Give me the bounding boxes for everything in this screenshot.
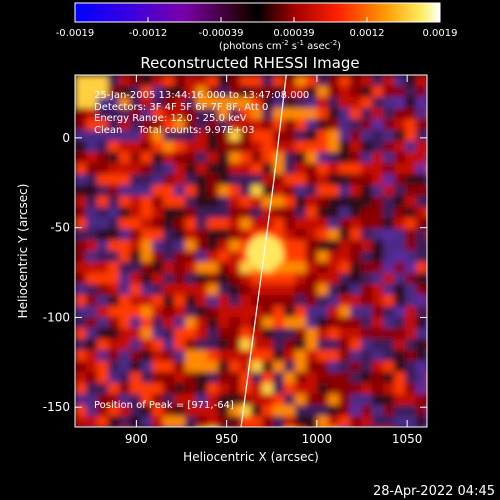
colorbar-tick-label: -0.00039	[199, 28, 244, 39]
x-tick-label: 1050	[392, 432, 423, 446]
annotation-peak-position: Position of Peak = [971,-64]	[94, 400, 234, 411]
y-tick-label: -150	[43, 400, 70, 414]
y-axis-label: Heliocentric Y (arcsec)	[16, 184, 30, 319]
colorbar-ticks: -0.0019 -0.0012 -0.00039 0.00039 0.0012 0.001…	[56, 17, 458, 39]
plot-frame	[74, 74, 428, 428]
annotations: 25-Jan-2005 13:44:16.000 to 13:47:08.000…	[94, 90, 309, 411]
annotation-detectors: Detectors: 3F 4F 5F 6F 7F 8F, Att 0	[94, 102, 268, 113]
solar-limb-line	[240, 75, 287, 427]
y-tick-label: 0	[62, 131, 70, 145]
x-axis-label: Heliocentric X (arcsec)	[183, 450, 319, 464]
colorbar-tick-label: 0.00039	[273, 28, 314, 39]
x-tick-label: 900	[125, 432, 148, 446]
colorbar-tick-label: 0.0012	[350, 28, 385, 39]
heatmap-image	[75, 75, 427, 427]
colorbar-tick-label: -0.0012	[129, 28, 168, 39]
x-tick-label: 1000	[302, 432, 333, 446]
annotation-clean: Clean Total counts: 9.97E+03	[94, 125, 254, 136]
colorbar-gradient	[74, 2, 441, 23]
annotation-time: 25-Jan-2005 13:44:16.000 to 13:47:08.000	[94, 90, 309, 101]
plot-area	[75, 75, 427, 427]
x-axis-ticks: 900 950 1000 1050	[125, 75, 422, 446]
x-tick-label: 950	[215, 432, 238, 446]
y-tick-label: -50	[50, 221, 70, 235]
y-axis-ticks: 0 -50 -100 -150	[43, 131, 427, 414]
colorbar: -0.0019 -0.0012 -0.00039 0.00039 0.0012 0.001…	[56, 2, 458, 52]
colorbar-tick-label: 0.0019	[423, 28, 458, 39]
footer-timestamp: 28-Apr-2022 04:45	[373, 484, 495, 499]
annotation-energy: Energy Range: 12.0 - 25.0 keV	[94, 113, 247, 124]
colorbar-unit: (photons cm-2 s-1 asec-2)	[219, 39, 341, 52]
colorbar-tick-label: -0.0019	[56, 28, 95, 39]
chart-title: Reconstructed RHESSI Image	[140, 54, 359, 72]
y-tick-label: -100	[43, 310, 70, 324]
